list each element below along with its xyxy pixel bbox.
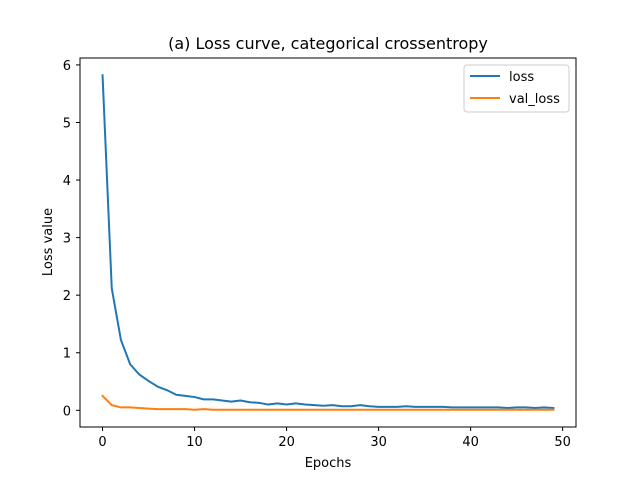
x-tick-label: 40 [462,435,479,450]
series-line-loss [101,74,555,410]
plot-area [79,57,577,428]
series-layer [101,74,555,411]
x-tick-label: 50 [554,435,571,450]
legend-label-loss: loss [509,70,534,85]
x-tick-label: 0 [98,435,106,450]
legend: loss val_loss [463,64,570,113]
x-tick-label: 20 [278,435,295,450]
y-tick-label: 4 [63,174,71,189]
x-axis-label: Epochs [305,456,352,471]
x-tick-label: 30 [370,435,387,450]
x-axis-ticks: 0 10 20 30 40 50 [98,427,571,450]
y-tick-label: 1 [63,347,71,362]
y-tick-label: 5 [63,116,71,131]
y-tick-label: 6 [63,59,71,74]
y-tick-label: 3 [63,232,71,247]
legend-label-val-loss: val_loss [509,92,560,107]
y-tick-label: 0 [63,404,71,419]
series-line-val-loss [101,394,555,411]
chart-title: (a) Loss curve, categorical crossentropy [168,34,488,53]
y-axis-label: Loss value [41,208,56,276]
y-axis-ticks: 0 1 2 3 4 5 6 [63,59,80,419]
x-tick-label: 10 [186,435,203,450]
plot-frame [79,57,577,428]
y-tick-label: 2 [63,289,71,304]
